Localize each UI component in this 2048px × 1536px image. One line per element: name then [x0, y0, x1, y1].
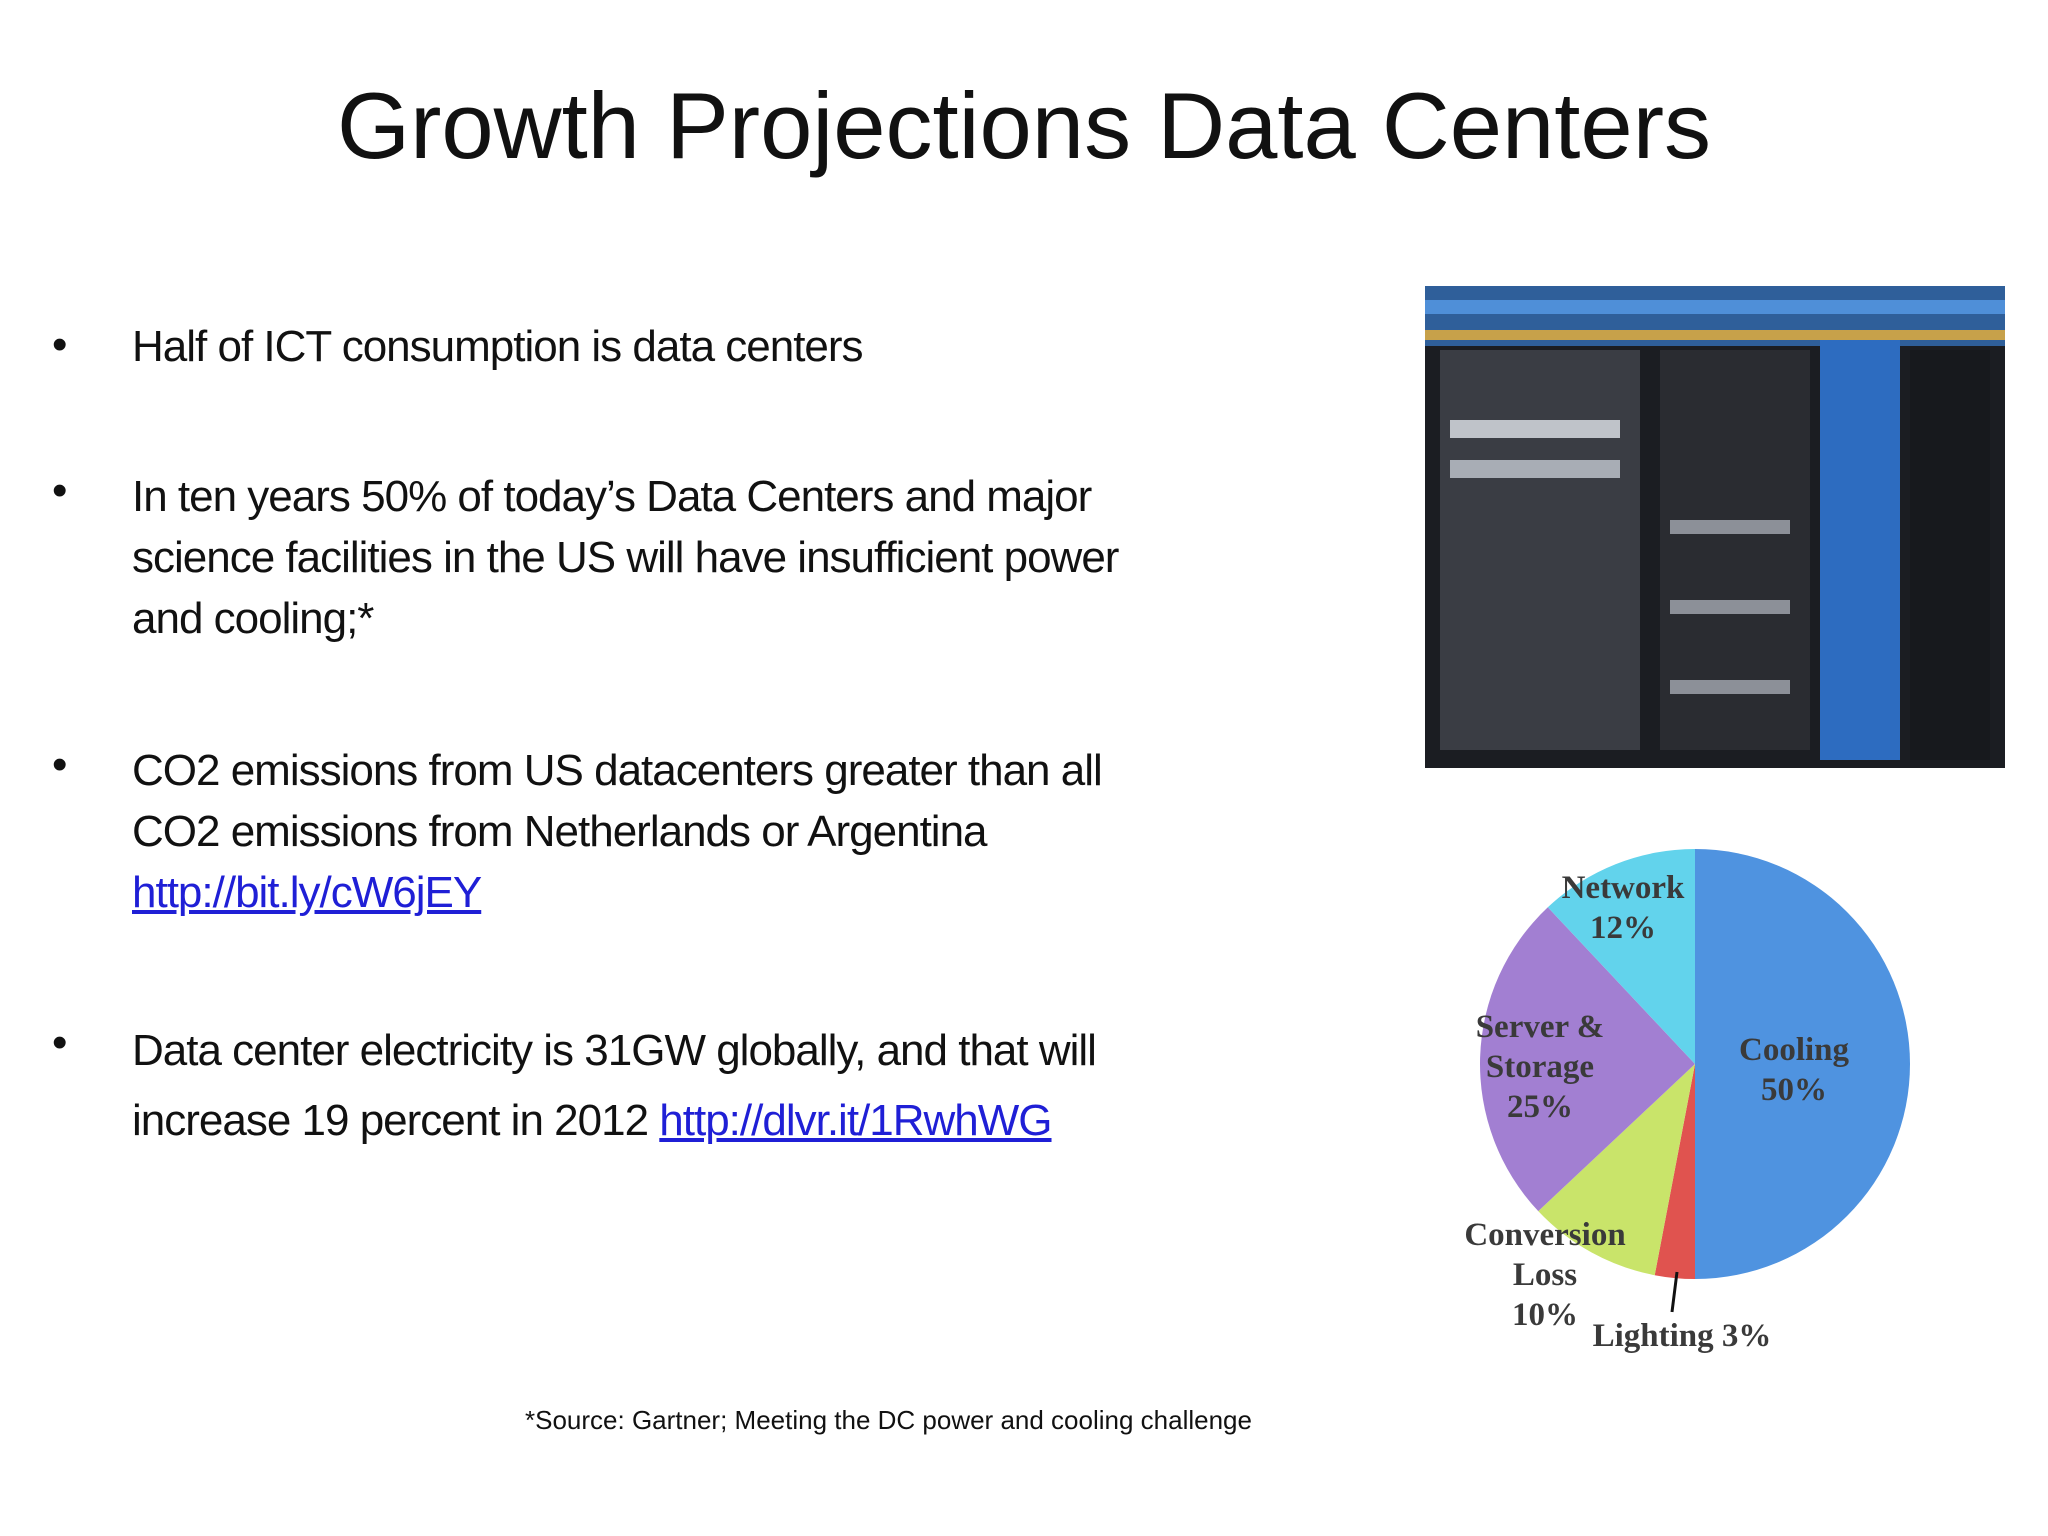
value-label: 50% — [1761, 1072, 1827, 1108]
pie-label: Cooling 50% — [1714, 1030, 1874, 1110]
bullet-line: science facilities in the US will have i… — [132, 533, 1119, 582]
pie-slice — [1480, 907, 1695, 1212]
footnote: *Source: Gartner; Meeting the DC power a… — [525, 1405, 1252, 1435]
pie-slice — [1547, 849, 1695, 1064]
bullet-dot: • — [52, 1018, 68, 1067]
bullet-line: In ten years 50% of today’s Data Centers… — [132, 472, 1092, 521]
value-label: 25% — [1507, 1089, 1573, 1125]
category-label: Network — [1561, 870, 1685, 906]
slide-title: Growth Projections Data Centers — [336, 73, 1711, 178]
pie-slice — [1654, 1064, 1695, 1279]
link[interactable]: http://bit.ly/cW6jEY — [132, 868, 482, 917]
value-label: 12% — [1590, 910, 1656, 946]
category-label: Lighting — [1592, 1318, 1714, 1354]
bullet-line: increase 19 percent in 2012 — [132, 1096, 649, 1145]
bullet-dot: • — [52, 466, 68, 515]
category-label: Server & Storage — [1475, 1009, 1605, 1085]
bullet: Data center electricity is 31GW globally… — [132, 1016, 1097, 1156]
pie-label: Conversion Loss 10% — [1455, 1215, 1635, 1335]
category-label: Cooling — [1738, 1032, 1850, 1068]
bullet-line: Data center electricity is 31GW globally… — [132, 1026, 1097, 1075]
bullet-line: and cooling;* — [132, 594, 374, 643]
pointer — [1670, 1271, 1679, 1313]
category-label: Conversion Loss — [1464, 1217, 1626, 1293]
pie-label: Server & Storage 25% — [1455, 1007, 1625, 1127]
bullet: CO2 emissions from US datacenters greate… — [132, 740, 1103, 923]
pie-label: Network 12% — [1543, 868, 1703, 948]
value-label: 10% — [1512, 1297, 1578, 1333]
bullet: In ten years 50% of today’s Data Centers… — [132, 466, 1119, 649]
bullet-dot: • — [52, 740, 68, 789]
value-label: 3% — [1721, 1318, 1772, 1354]
bullet-line: Half of ICT consumption is data centers — [132, 322, 864, 371]
pie-slice — [1538, 1064, 1695, 1276]
bullet-line: CO2 emissions from US datacenters greate… — [132, 746, 1103, 795]
link[interactable]: http://dlvr.it/1RwhWG — [659, 1096, 1052, 1145]
bullet: Half of ICT consumption is data centers — [132, 316, 864, 377]
bullet-line: CO2 emissions from Netherlands or Argent… — [132, 807, 988, 856]
bullet-dot: • — [52, 320, 68, 369]
photo — [1425, 286, 2005, 768]
pie-slice — [1695, 849, 1910, 1279]
pie-label: Lighting 3% — [1582, 1316, 1782, 1356]
